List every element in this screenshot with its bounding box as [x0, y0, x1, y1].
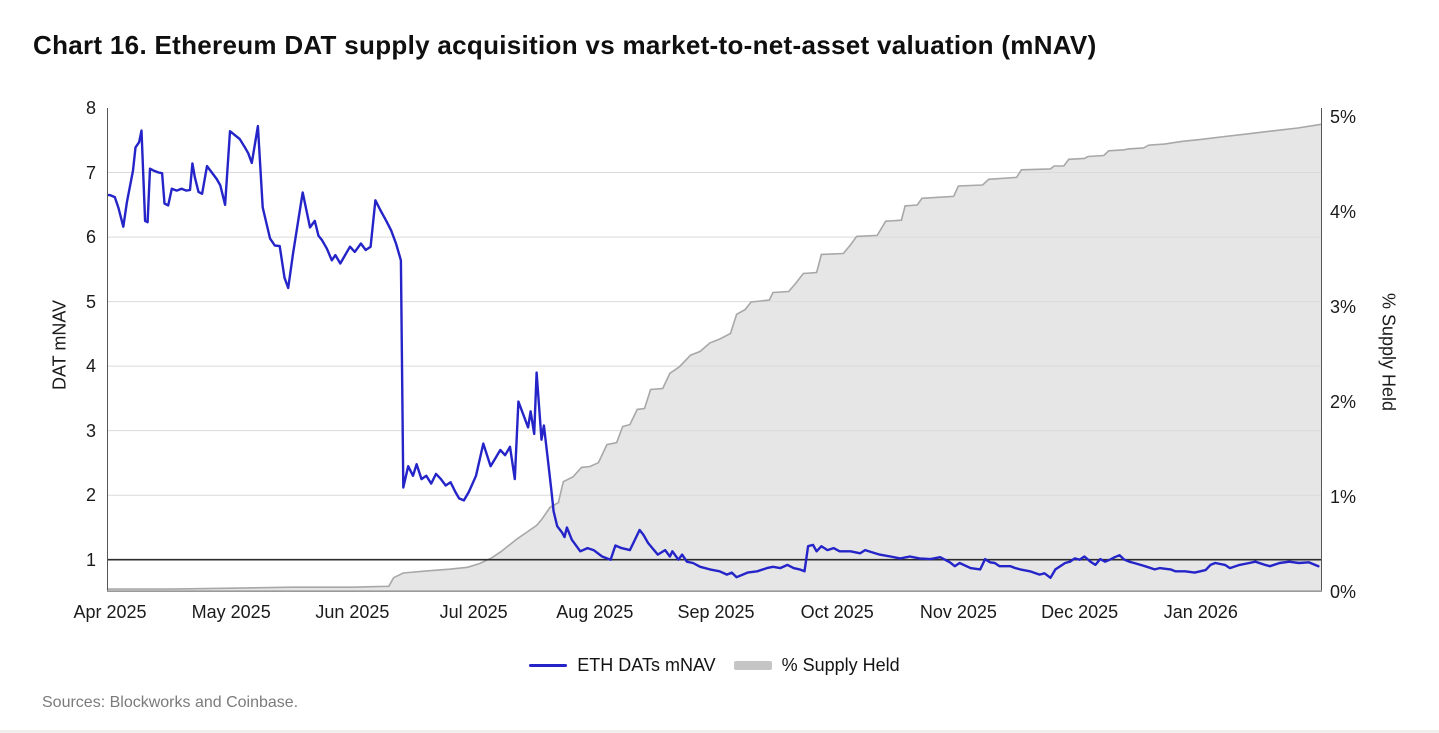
x-axis-tick-label: Aug 2025 — [556, 602, 634, 622]
supply-held-area-outline — [107, 123, 1322, 590]
right-axis-title: % Supply Held — [1378, 292, 1399, 412]
x-axis-tick-label: May 2025 — [191, 602, 271, 622]
right-axis-tick-label: 5% — [1330, 106, 1357, 127]
chart-legend: ETH DATs mNAV % Supply Held — [107, 652, 1322, 678]
chart-canvas — [107, 108, 1322, 592]
x-axis-tick-label: Dec 2025 — [1041, 602, 1119, 622]
right-axis-tick-label: 4% — [1330, 201, 1357, 222]
x-axis-tick-label: Sep 2025 — [677, 602, 755, 622]
eth-dats-mnav-line-series — [107, 124, 1320, 579]
x-axis-tick-label: Apr 2025 — [73, 602, 147, 622]
x-axis-tick-label: Jun 2025 — [315, 602, 390, 622]
left-axis-tick-label: 8 — [85, 98, 96, 118]
left-axis-tick-label: 4 — [85, 356, 96, 377]
right-axis-tick-label: 1% — [1330, 486, 1357, 507]
supply-area-swatch-icon — [733, 660, 772, 670]
supply-held-area-series — [107, 124, 1322, 592]
x-axis-tick-label: Jan 2026 — [1163, 602, 1238, 622]
left-axis-tick-label: 1 — [85, 549, 96, 570]
right-axis-tick-label: 0% — [1330, 582, 1357, 602]
legend-label-supply: % Supply Held — [781, 654, 900, 675]
legend-item-mnav: ETH DATs mNAV — [529, 654, 716, 676]
x-axis-tick-label: Nov 2025 — [919, 602, 997, 622]
left-axis-tick-label: 5 — [85, 291, 96, 312]
chart-title: Chart 16. Ethereum DAT supply acquisitio… — [33, 30, 1097, 60]
left-axis-tick-label: 2 — [85, 485, 96, 506]
source-note: Sources: Blockworks and Coinbase. — [42, 694, 299, 711]
left-axis-tick-label: 3 — [85, 420, 96, 441]
plot-area — [107, 108, 1322, 592]
page-bottom-divider — [0, 730, 1439, 733]
mnav-line-swatch-icon — [529, 663, 568, 667]
left-axis-tick-label: 6 — [85, 227, 96, 248]
right-axis-tick-label: 2% — [1330, 391, 1357, 412]
legend-label-mnav: ETH DATs mNAV — [577, 654, 716, 675]
right-axis-tick-label: 3% — [1330, 296, 1357, 317]
x-axis-tick-label: Oct 2025 — [800, 602, 874, 622]
left-axis-title: DAT mNAV — [49, 299, 70, 391]
legend-item-supply: % Supply Held — [733, 654, 900, 676]
x-axis-tick-label: Jul 2025 — [439, 602, 508, 622]
left-axis-tick-label: 7 — [85, 162, 96, 183]
